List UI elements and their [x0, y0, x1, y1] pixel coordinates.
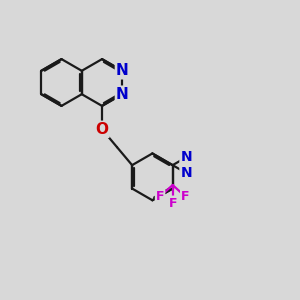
Text: N: N	[180, 150, 192, 164]
Text: N: N	[116, 87, 129, 102]
Text: F: F	[181, 190, 190, 203]
Text: F: F	[156, 190, 164, 203]
Text: N: N	[180, 166, 192, 180]
Text: N: N	[116, 63, 129, 78]
Text: O: O	[95, 122, 109, 137]
Text: F: F	[168, 196, 177, 209]
